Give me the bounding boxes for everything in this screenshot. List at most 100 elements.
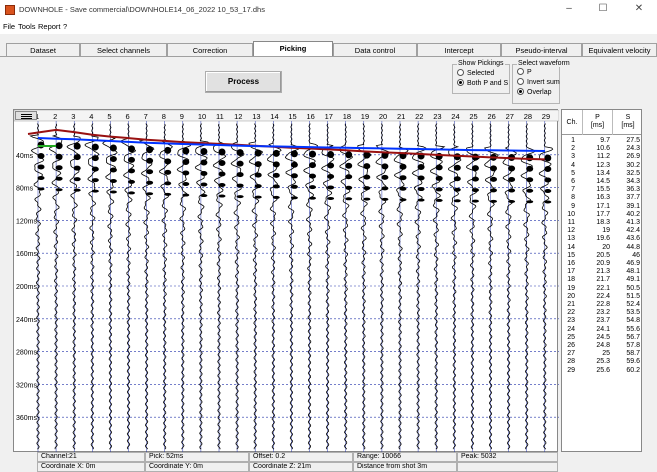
- radio-icon[interactable]: [517, 68, 524, 75]
- table-row[interactable]: 28 25.3 59.6: [562, 358, 641, 366]
- trace-lobe: [73, 188, 81, 192]
- trace-lobe: [218, 183, 226, 188]
- table-row[interactable]: 3 11.2 26.9: [562, 153, 641, 161]
- waveform-invert-sum-option[interactable]: Invert sum: [517, 78, 560, 87]
- table-row[interactable]: 17 21.3 48.1: [562, 268, 641, 276]
- trace-waveform: [248, 123, 263, 450]
- table-row[interactable]: 19 22.1 50.5: [562, 284, 641, 293]
- radio-checked-icon[interactable]: [517, 88, 524, 95]
- minimize-button[interactable]: –: [566, 3, 572, 14]
- seismogram-plot[interactable]: 40ms 80ms 120ms 160ms 200ms 240ms 280ms 320ms 36…: [13, 109, 559, 453]
- table-row[interactable]: 8 16.3 37.7: [562, 194, 641, 202]
- trace-lobe: [55, 188, 63, 192]
- table-row[interactable]: 21 22.8 52.4: [562, 301, 641, 309]
- table-row[interactable]: 16 20.9 46.9: [562, 260, 641, 268]
- status-peak: Peak: 5032: [457, 452, 558, 462]
- trace-lobe: [453, 176, 461, 182]
- menu-report[interactable]: Report: [38, 22, 61, 31]
- trace-waveform: [538, 123, 554, 450]
- table-header: Ch. P [ms] S [ms]: [562, 110, 641, 135]
- table-row[interactable]: 26 24.8 57.8: [562, 342, 641, 350]
- maximize-button[interactable]: ☐: [598, 3, 608, 14]
- trace-lobe: [363, 174, 371, 180]
- option-label: Selected: [467, 70, 495, 77]
- table-row[interactable]: 18 21.7 49.1: [562, 276, 641, 284]
- table-row[interactable]: 6 14.5 34.3: [562, 178, 641, 186]
- trace-lobe: [272, 172, 280, 178]
- cell-p: 11.2: [596, 153, 610, 161]
- cell-ch: 19: [567, 284, 575, 292]
- tab-correction[interactable]: Correction: [167, 43, 253, 57]
- trace-lobe: [236, 195, 244, 199]
- table-row[interactable]: 9 17.1 39.1: [562, 202, 641, 211]
- tab-select-channels[interactable]: Select channels: [80, 43, 167, 57]
- table-row[interactable]: 20 22.4 51.5: [562, 292, 641, 301]
- trace-lobe: [236, 149, 244, 157]
- table-row[interactable]: 24 24.1 55.6: [562, 326, 641, 334]
- menu-file[interactable]: File: [3, 22, 16, 31]
- tab-data-control[interactable]: Data control: [333, 43, 417, 57]
- cell-ch: 20: [567, 292, 575, 300]
- cell-s: 56.7: [626, 333, 640, 341]
- channel-label: 20: [379, 112, 387, 121]
- show-selected-option[interactable]: Selected: [457, 69, 494, 78]
- status-bar: Channel:21 Pick: 52ms Offset: 0.2 Range:…: [13, 452, 558, 472]
- trace-lobe: [417, 164, 425, 171]
- table-row[interactable]: 2 10.6 24.3: [562, 145, 641, 153]
- table-row[interactable]: 25 24.5 56.7: [562, 333, 641, 342]
- channel-header-strip: [14, 110, 559, 122]
- channel-label: 22: [415, 112, 423, 121]
- table-row[interactable]: 15 20.5 46: [562, 252, 641, 260]
- table-row[interactable]: 10 17.7 40.2: [562, 211, 641, 219]
- table-row[interactable]: 4 12.3 30.2: [562, 162, 641, 170]
- cell-ch: 14: [567, 243, 575, 251]
- table-row[interactable]: 1 9.7 27.5: [562, 137, 641, 145]
- tab-intercept[interactable]: Intercept: [417, 43, 501, 57]
- trace-waveform: [502, 123, 517, 450]
- tab-dataset[interactable]: Dataset: [6, 43, 80, 57]
- table-row[interactable]: 23 23.7 54.8: [562, 317, 641, 325]
- waveform-p-option[interactable]: P: [517, 68, 532, 77]
- cell-p: 23.7: [596, 317, 610, 325]
- tab-pseudo-interval[interactable]: Pseudo-interval: [501, 43, 582, 57]
- menu-icon[interactable]: [15, 111, 37, 120]
- cell-p: 19.6: [596, 235, 610, 243]
- trace-lobe: [182, 159, 190, 166]
- waveform-overlap-option[interactable]: Overlap: [517, 88, 552, 97]
- option-label: P: [527, 69, 532, 76]
- radio-icon[interactable]: [457, 69, 464, 76]
- p-pick-line: [37, 137, 545, 152]
- table-row[interactable]: 22 23.2 53.5: [562, 309, 641, 317]
- trace-lobe: [453, 199, 461, 203]
- trace-lobe: [182, 170, 190, 176]
- time-label: 160ms: [16, 251, 38, 258]
- table-row[interactable]: 12 19 42.4: [562, 227, 641, 235]
- trace-lobe: [182, 182, 190, 187]
- table-row[interactable]: 27 25 58.7: [562, 350, 641, 358]
- channel-label: 24: [451, 112, 459, 121]
- menu-tools[interactable]: Tools: [18, 22, 36, 31]
- table-row[interactable]: 7 15.5 36.3: [562, 186, 641, 194]
- seismogram-canvas[interactable]: 40ms80ms120ms160ms200ms240ms280ms320ms36…: [14, 110, 559, 453]
- channel-label: 21: [397, 112, 405, 121]
- trace-lobe: [544, 154, 552, 162]
- table-row[interactable]: 29 25.6 60.2: [562, 367, 641, 375]
- trace-lobe: [345, 185, 353, 190]
- close-button[interactable]: ✕: [634, 3, 644, 14]
- show-both-option[interactable]: Both P and S: [457, 79, 508, 88]
- cell-ch: 9: [571, 202, 575, 210]
- trace-lobe: [327, 150, 335, 158]
- radio-icon[interactable]: [517, 78, 524, 85]
- table-row[interactable]: 5 13.4 32.5: [562, 170, 641, 178]
- table-row[interactable]: 14 20 44.8: [562, 243, 641, 252]
- trace-lobe: [453, 164, 461, 171]
- table-row[interactable]: 13 19.6 43.6: [562, 235, 641, 243]
- radio-checked-icon[interactable]: [457, 79, 464, 86]
- menu-help[interactable]: ?: [63, 22, 68, 31]
- tab-picking[interactable]: Picking: [253, 41, 333, 57]
- cell-p: 10.6: [596, 145, 610, 153]
- table-row[interactable]: 11 18.3 41.3: [562, 219, 641, 227]
- process-button[interactable]: Process: [205, 71, 282, 93]
- picks-table[interactable]: Ch. P [ms] S [ms] 1 9.7 27.5 2 10.6 24.3 3 11.2…: [561, 109, 642, 452]
- tab-equivalent-velocity[interactable]: Equivalent velocity: [582, 43, 657, 57]
